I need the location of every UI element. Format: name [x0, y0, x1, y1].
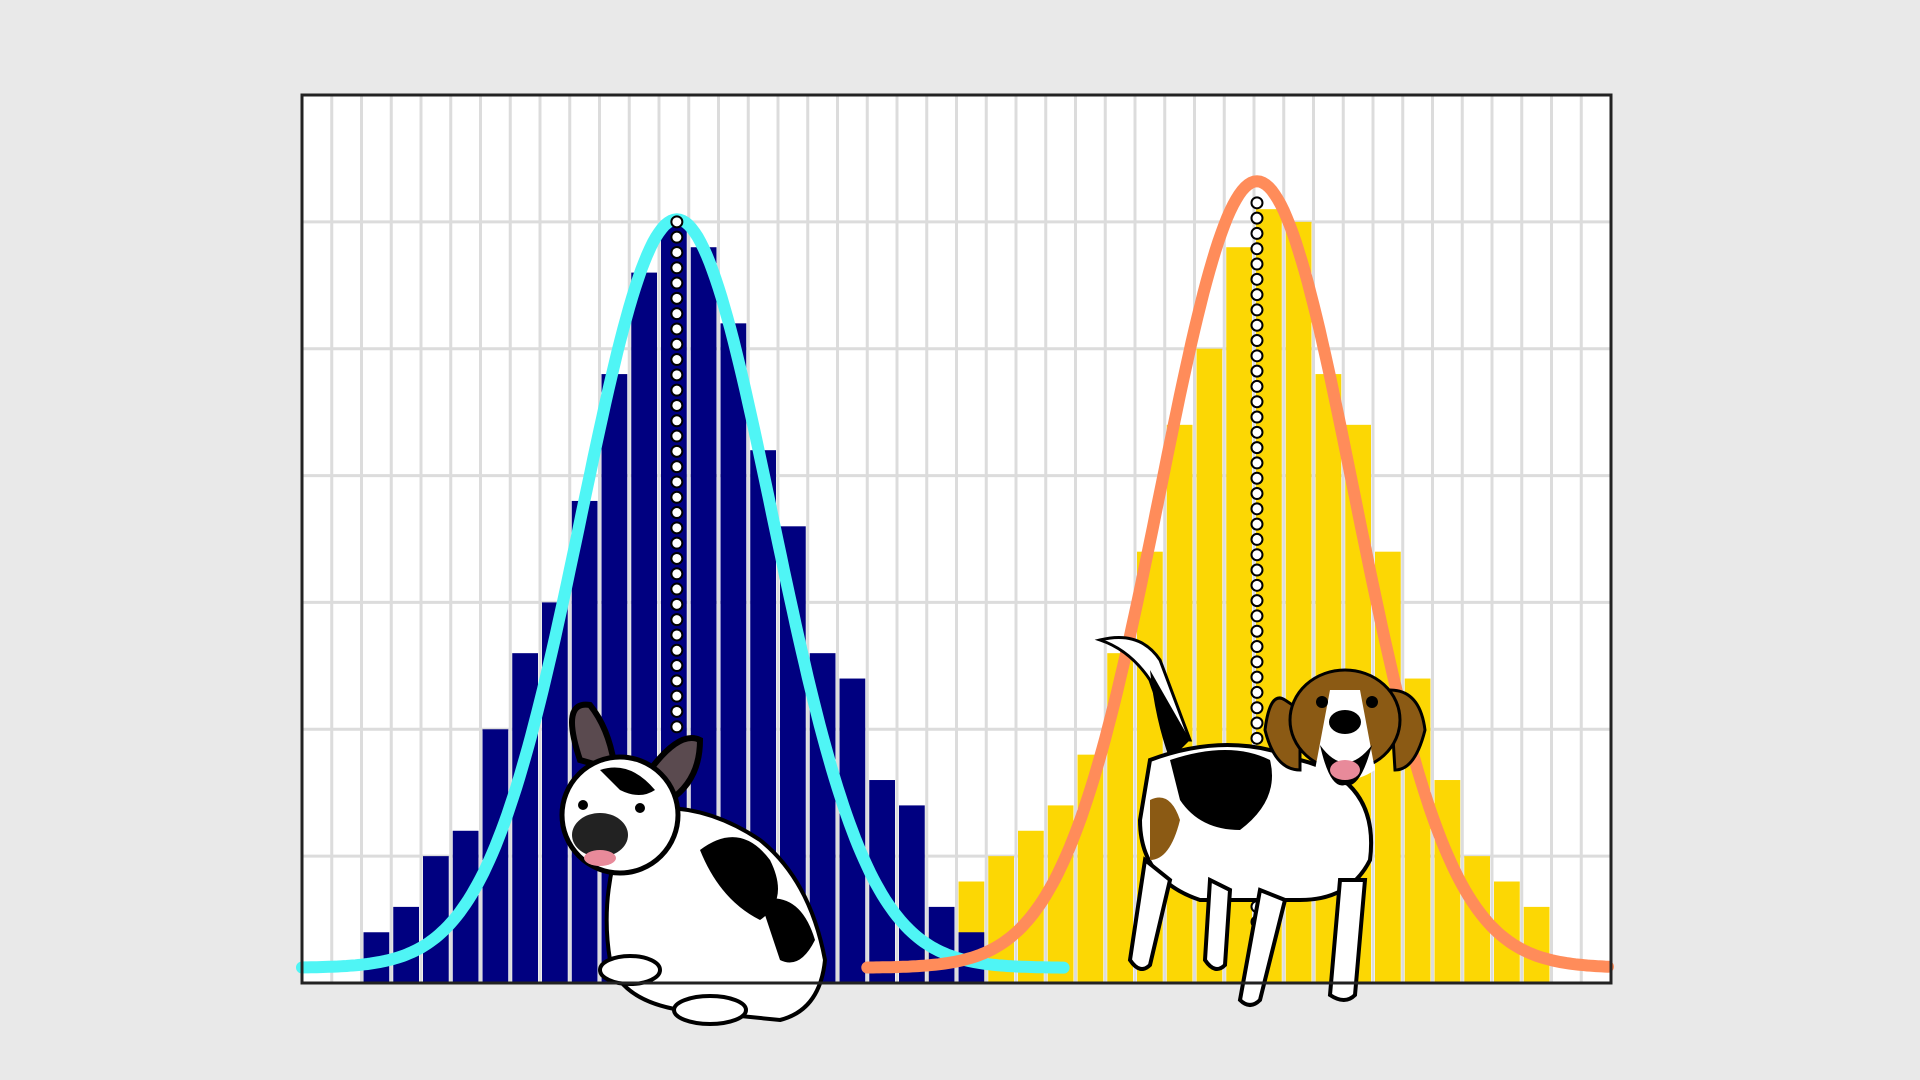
french-bulldog-illustration [559, 701, 828, 1026]
mean-marker-dot [1250, 226, 1264, 240]
mean-marker-dot [1250, 609, 1264, 623]
mean-marker-dot [670, 337, 684, 351]
mean-marker-dot [670, 720, 684, 734]
mean-marker-dot [1250, 318, 1264, 332]
mean-marker-dot [670, 643, 684, 657]
mean-marker-dot [1250, 196, 1264, 210]
mean-marker-dot [670, 536, 684, 550]
mean-marker-dot [670, 689, 684, 703]
mean-marker-dot [670, 659, 684, 673]
mean-marker-dot [670, 383, 684, 397]
mean-marker-dot [1250, 685, 1264, 699]
mean-marker-dot [1250, 563, 1264, 577]
mean-marker-dot [1250, 701, 1264, 715]
mean-marker-dot [1250, 334, 1264, 348]
mean-marker-dot [670, 597, 684, 611]
mean-marker-dot [1250, 640, 1264, 654]
histogram-bar [1523, 906, 1550, 983]
mean-marker-dot [670, 490, 684, 504]
mean-marker-dot [1250, 410, 1264, 424]
mean-marker-dot [1250, 578, 1264, 592]
mean-marker-dot [1250, 303, 1264, 317]
mean-marker-dot [1250, 257, 1264, 271]
mean-marker-dot [1250, 288, 1264, 302]
mean-marker-dot [670, 230, 684, 244]
mean-marker-dot [1250, 425, 1264, 439]
mean-marker-dot [1250, 471, 1264, 485]
mean-marker-dot [670, 353, 684, 367]
mean-marker-dot [1250, 548, 1264, 562]
mean-marker-dot [1250, 532, 1264, 546]
mean-marker-dot [670, 368, 684, 382]
mean-marker-dot [1250, 487, 1264, 501]
normal-fit-curve [861, 175, 1614, 974]
mean-marker-dot [1250, 517, 1264, 531]
mean-marker-dot [1250, 456, 1264, 470]
mean-marker-dot [670, 444, 684, 458]
mean-marker-dot [670, 322, 684, 336]
mean-marker-dot [1250, 349, 1264, 363]
histogram-bar [899, 805, 925, 983]
mean-marker-dot [1250, 670, 1264, 684]
mean-marker-dot [670, 245, 684, 259]
mean-marker-dot [670, 551, 684, 565]
mean-marker-dot [1250, 594, 1264, 608]
plot-frame [300, 93, 1613, 985]
mean-marker-dot [670, 704, 684, 718]
mean-marker-dot [670, 398, 684, 412]
mean-marker-dot [670, 414, 684, 428]
mean-marker-dot [670, 506, 684, 520]
mean-marker-dot [1250, 211, 1264, 225]
mean-marker-dot [670, 307, 684, 321]
mean-marker-dot [670, 429, 684, 443]
mean-marker-dot [670, 521, 684, 535]
beagle-illustration [1094, 636, 1427, 1007]
mean-marker-dot [1250, 364, 1264, 378]
mean-marker-dot [670, 475, 684, 489]
mean-marker-dot [1250, 395, 1264, 409]
mean-marker-dot [670, 261, 684, 275]
mean-marker-dot [1250, 379, 1264, 393]
mean-marker-dot [1250, 441, 1264, 455]
mean-marker-dot [1250, 502, 1264, 516]
mean-marker-dot [670, 674, 684, 688]
mean-marker-dot [670, 628, 684, 642]
histogram-bar [423, 856, 449, 983]
mean-marker-dot [670, 291, 684, 305]
mean-marker-dot [1250, 242, 1264, 256]
mean-marker-dot [1250, 655, 1264, 669]
mean-marker-dot [1250, 624, 1264, 638]
mean-marker-dot [1250, 272, 1264, 286]
mean-marker-dot [670, 215, 684, 229]
mean-marker-dot [670, 582, 684, 596]
mean-marker-dot [670, 613, 684, 627]
mean-marker-dot [1250, 716, 1264, 730]
mean-marker-dot [670, 276, 684, 290]
mean-marker-dot [670, 460, 684, 474]
mean-marker-dot [1250, 731, 1264, 745]
mean-marker-dot [670, 567, 684, 581]
